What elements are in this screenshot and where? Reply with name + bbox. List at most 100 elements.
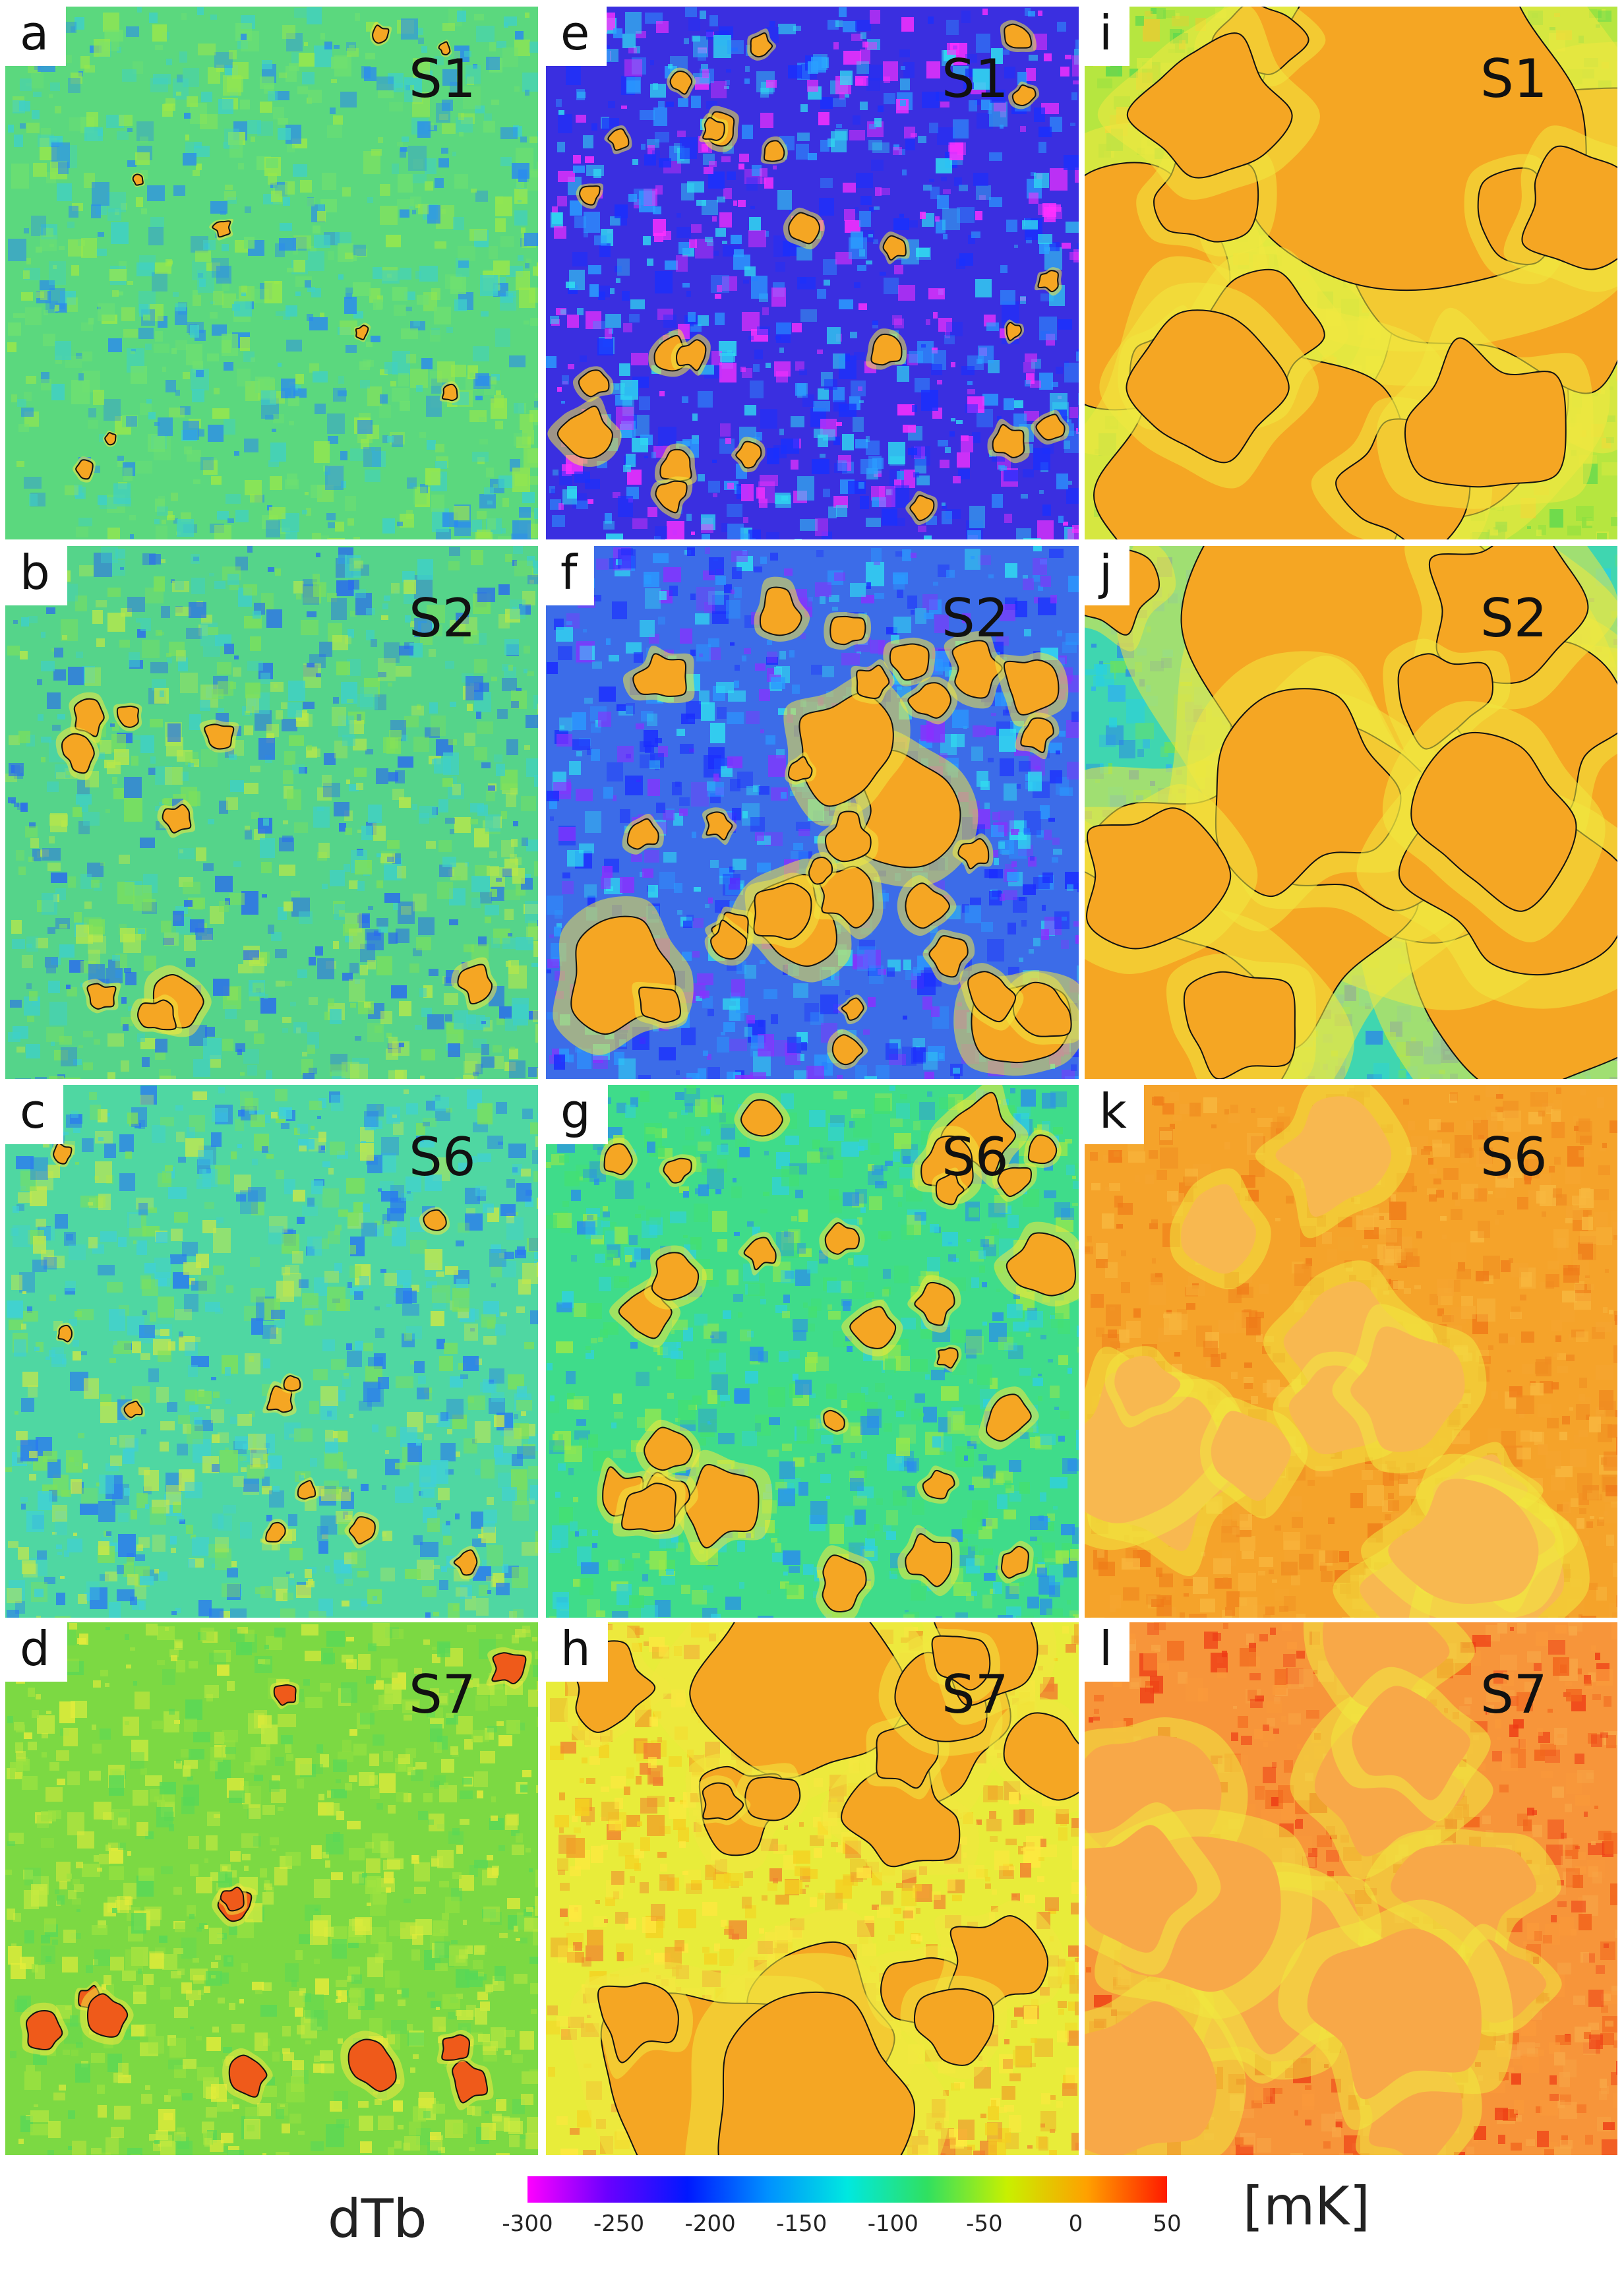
colorbar-label: dTb xyxy=(328,2188,427,2249)
colorbar-tick-label: -300 xyxy=(502,2211,553,2237)
ionized-region xyxy=(951,640,1003,699)
ionized-region xyxy=(823,1409,845,1432)
ionized-region xyxy=(73,698,105,737)
ionized-region xyxy=(621,1483,677,1533)
panel-k-map xyxy=(1085,1085,1617,1618)
ionized-region xyxy=(86,1993,129,2038)
ionized-region xyxy=(220,1886,245,1912)
ionized-region xyxy=(759,586,802,636)
ionized-region xyxy=(1006,322,1022,342)
ionized-region xyxy=(1183,971,1296,1079)
panel-j-map xyxy=(1085,546,1617,1079)
ionized-region xyxy=(1114,1355,1181,1417)
ionized-region xyxy=(53,1142,73,1165)
ionized-region xyxy=(162,804,192,834)
ionized-region xyxy=(675,339,707,371)
ionized-region xyxy=(936,1347,959,1369)
ionized-region xyxy=(986,1393,1032,1442)
ionized-regions xyxy=(556,1622,1079,2155)
ionized-region xyxy=(856,664,890,700)
ionized-region xyxy=(1391,1844,1537,1957)
ionized-region xyxy=(452,2060,489,2104)
map-texture xyxy=(546,7,1079,539)
ionized-region xyxy=(702,1782,744,1821)
colorbar-tick-label: -200 xyxy=(684,2211,736,2237)
ionized-region xyxy=(1003,659,1060,716)
ionized-region xyxy=(86,983,117,1010)
ionized-region xyxy=(913,1988,995,2066)
panel-series-label: S1 xyxy=(942,48,1009,109)
ionized-region xyxy=(870,333,903,366)
panel-letter: k xyxy=(1085,1085,1144,1144)
panel-series-label: S6 xyxy=(409,1126,476,1188)
ionized-region xyxy=(556,406,613,459)
colorbar-tick-label: -250 xyxy=(593,2211,645,2237)
colorbar-tick-label: -150 xyxy=(776,2211,827,2237)
ionized-region xyxy=(663,1157,692,1184)
ionized-region xyxy=(1035,413,1066,441)
panel-series-label: S1 xyxy=(409,48,476,109)
ionized-region xyxy=(441,383,458,402)
ionized-region xyxy=(829,615,866,646)
ionized-region xyxy=(1215,688,1402,898)
ionized-region xyxy=(265,1521,286,1543)
ionized-region xyxy=(831,1034,864,1066)
ionized-region xyxy=(228,2054,268,2098)
ionized-region xyxy=(849,1306,897,1349)
ionized-region xyxy=(909,495,935,522)
ionized-region xyxy=(914,1281,955,1326)
ionized-region xyxy=(1027,1134,1058,1165)
ionized-region xyxy=(740,1099,783,1137)
ionized-region xyxy=(763,140,785,162)
ionized-region xyxy=(57,1324,73,1343)
ionized-region xyxy=(348,1516,376,1544)
panel-g-map xyxy=(546,1085,1079,1618)
ionized-region xyxy=(1404,337,1567,488)
ionized-region xyxy=(638,986,681,1024)
ionized-regions xyxy=(73,22,460,483)
ionized-region xyxy=(204,723,235,750)
ionized-region xyxy=(889,643,930,681)
ionized-region xyxy=(626,818,659,850)
ionized-region xyxy=(788,212,820,245)
panel-f: f S2 xyxy=(546,546,1079,1079)
ionized-region xyxy=(438,41,451,55)
panel-series-label: S2 xyxy=(1480,588,1548,649)
ionized-region xyxy=(928,935,969,978)
panel-letter: a xyxy=(5,7,67,66)
ionized-region xyxy=(992,423,1025,458)
ionized-region xyxy=(297,1480,316,1500)
colorbar-tick-label: 0 xyxy=(1068,2211,1083,2237)
ionized-region xyxy=(1000,1545,1029,1579)
ionized-region xyxy=(735,441,762,469)
ionized-region xyxy=(1006,1232,1076,1297)
panel-series-label: S2 xyxy=(409,588,476,649)
ionized-region xyxy=(689,1622,909,1779)
ionized-region xyxy=(905,882,950,929)
ionized-region xyxy=(123,1400,143,1419)
ionized-region xyxy=(1521,145,1617,270)
ionized-region xyxy=(372,24,390,44)
ionized-region xyxy=(1003,1712,1079,1801)
ionized-region xyxy=(967,971,1017,1023)
colorbar-tick-label: -100 xyxy=(867,2211,918,2237)
ionized-region xyxy=(907,682,952,719)
ionized-region xyxy=(750,32,773,58)
ionized-region xyxy=(743,1237,777,1271)
ionized-region xyxy=(1352,1686,1470,1800)
ionized-region xyxy=(273,1684,297,1706)
colorbar-gradient xyxy=(527,2176,1167,2203)
ionized-region xyxy=(1085,2001,1217,2155)
panel-letter: h xyxy=(546,1622,608,1682)
ionized-region xyxy=(644,1426,693,1471)
panel-j: j S2 xyxy=(1085,546,1617,1079)
panel-a: a S1 xyxy=(5,7,538,539)
panel-series-label: S7 xyxy=(942,1664,1009,1725)
panel-a-map xyxy=(5,7,538,539)
panel-series-label: S1 xyxy=(1480,48,1548,109)
colorbar-unit: [mK] xyxy=(1243,2176,1370,2237)
ionized-region xyxy=(441,2034,470,2061)
ionized-region xyxy=(669,71,693,95)
ionized-region xyxy=(632,653,687,697)
